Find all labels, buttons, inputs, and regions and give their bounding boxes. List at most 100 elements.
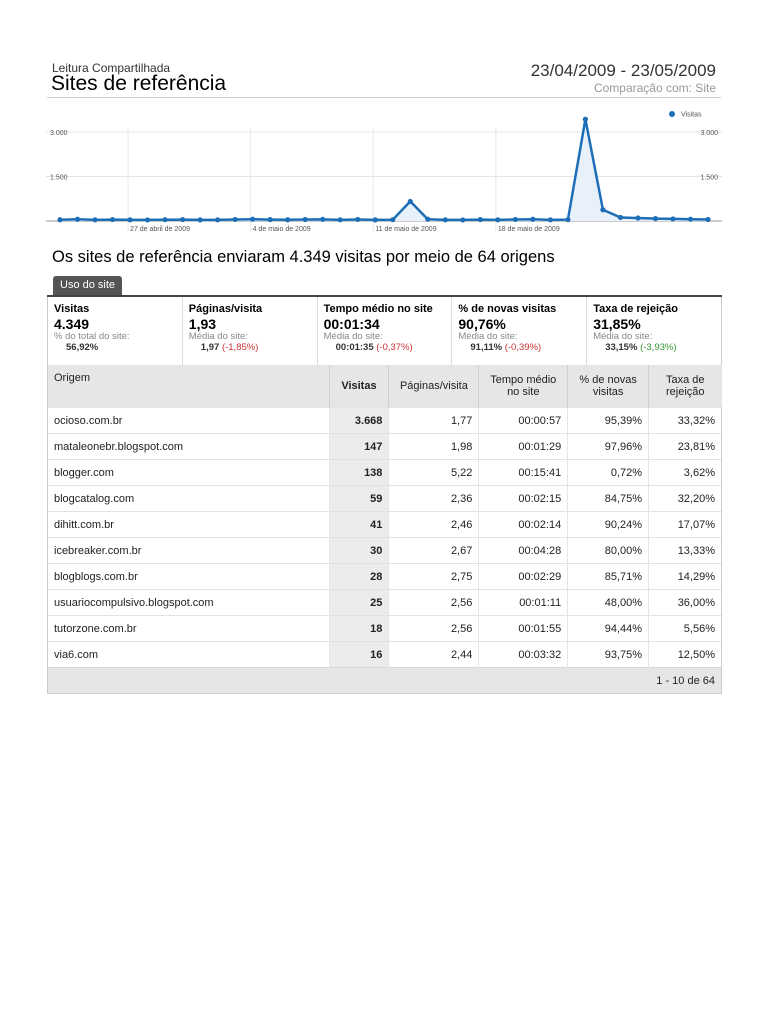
series-area xyxy=(60,119,708,221)
comparison-label: Comparação com: Site xyxy=(593,81,716,95)
data-point[interactable] xyxy=(355,216,361,223)
table-row: via6.com 16 2,44 00:03:32 93,75% 12,50% xyxy=(47,641,722,668)
column-header-visits[interactable]: Visitas xyxy=(328,365,389,408)
table-row: icebreaker.com.br 30 2,67 00:04:28 80,00… xyxy=(47,537,722,564)
column-header-pages-per-visit[interactable]: Páginas/visita xyxy=(388,365,479,408)
metric-change: (-1,85%) xyxy=(221,342,259,353)
data-point[interactable] xyxy=(582,116,589,122)
metric-value: 90,76% xyxy=(458,316,506,332)
data-point[interactable] xyxy=(285,217,291,223)
cell-source[interactable]: icebreaker.com.br xyxy=(47,537,329,564)
data-point[interactable] xyxy=(302,216,308,223)
data-point[interactable] xyxy=(320,216,326,222)
cell-new-visits: 0,72% xyxy=(567,459,649,486)
legend-label: Visitas xyxy=(681,112,702,119)
cell-source[interactable]: usuariocompulsivo.blogspot.com xyxy=(47,589,329,616)
data-point[interactable] xyxy=(215,217,221,223)
data-point[interactable] xyxy=(144,217,151,223)
metric-sub-label: Média do site: xyxy=(188,331,248,342)
data-point[interactable] xyxy=(705,216,711,223)
data-point[interactable] xyxy=(407,198,413,205)
cell-source[interactable]: ocioso.com.br xyxy=(47,407,329,434)
cell-visits: 30 xyxy=(328,537,389,564)
column-header-bounce-rate[interactable]: Taxa de rejeição xyxy=(648,365,722,408)
cell-source[interactable]: via6.com xyxy=(47,641,329,668)
report-subtitle: Leitura Compartilhada xyxy=(52,61,171,75)
data-point[interactable] xyxy=(512,216,518,223)
table-row: tutorzone.com.br 18 2,56 00:01:55 94,44%… xyxy=(47,615,722,642)
metric-bounce-rate: Taxa de rejeição 31,85% Média do site: 3… xyxy=(586,297,722,365)
cell-pages-per-visit: 1,98 xyxy=(388,433,479,460)
metric-average-value: 91,11% xyxy=(470,342,503,353)
tab-site-usage[interactable]: Uso do site xyxy=(53,276,123,295)
data-point[interactable] xyxy=(442,217,448,223)
cell-source[interactable]: mataleonebr.blogspot.com xyxy=(47,433,329,460)
data-point[interactable] xyxy=(687,216,694,222)
cell-bounce-rate: 33,32% xyxy=(648,407,722,434)
cell-new-visits: 93,75% xyxy=(567,641,649,668)
data-point[interactable] xyxy=(635,215,641,221)
data-point[interactable] xyxy=(652,216,659,222)
x-tick-label: 11 de maio de 2009 xyxy=(375,226,436,233)
data-point[interactable] xyxy=(390,217,396,223)
data-point[interactable] xyxy=(179,216,186,223)
data-point[interactable] xyxy=(267,216,273,223)
cell-source[interactable]: dihitt.com.br xyxy=(47,511,329,538)
data-point[interactable] xyxy=(372,217,378,223)
metric-change: (-0,39%) xyxy=(504,342,542,353)
cell-pages-per-visit: 5,22 xyxy=(388,459,479,486)
data-point[interactable] xyxy=(197,217,203,223)
metric-sub-label: Média do site: xyxy=(593,331,653,342)
data-point[interactable] xyxy=(425,216,431,222)
cell-visits: 3.668 xyxy=(328,407,389,434)
column-header-source[interactable]: Origem xyxy=(47,365,329,408)
data-point[interactable] xyxy=(57,217,63,223)
cell-avg-time: 00:00:57 xyxy=(478,407,568,434)
cell-avg-time: 00:01:11 xyxy=(478,589,568,616)
legend-marker xyxy=(669,111,675,117)
data-point[interactable] xyxy=(74,216,81,222)
data-point[interactable] xyxy=(477,216,483,223)
column-header-avg-time[interactable]: Tempo médio no site xyxy=(478,365,568,408)
panel-top-border xyxy=(47,295,722,297)
cell-source[interactable]: blogger.com xyxy=(47,459,329,486)
y-tick-label: 1.500 xyxy=(50,175,68,182)
cell-source[interactable]: blogblogs.com.br xyxy=(47,563,329,590)
cell-avg-time: 00:02:15 xyxy=(478,485,568,512)
cell-pages-per-visit: 1,77 xyxy=(388,407,479,434)
cell-source[interactable]: tutorzone.com.br xyxy=(47,615,329,642)
data-point[interactable] xyxy=(565,217,571,223)
data-point[interactable] xyxy=(495,217,501,223)
data-point[interactable] xyxy=(250,216,256,222)
y-tick-label: 3.000 xyxy=(50,130,68,137)
data-point[interactable] xyxy=(232,216,238,223)
metric-pages-per-visit: Páginas/visita 1,93 Média do site: 1,97 … xyxy=(181,297,317,365)
cell-source[interactable]: blogcatalog.com xyxy=(47,485,329,512)
cell-pages-per-visit: 2,75 xyxy=(388,563,479,590)
data-point[interactable] xyxy=(670,216,676,222)
metric-average: 91,11% (-0,39%) xyxy=(458,342,586,353)
data-point[interactable] xyxy=(92,217,98,223)
data-point[interactable] xyxy=(162,217,168,223)
data-point[interactable] xyxy=(337,217,343,223)
data-point[interactable] xyxy=(127,217,133,223)
data-point[interactable] xyxy=(617,214,624,221)
cell-pages-per-visit: 2,56 xyxy=(388,615,479,642)
cell-avg-time: 00:02:14 xyxy=(478,511,568,538)
cell-visits: 25 xyxy=(328,589,389,616)
data-point[interactable] xyxy=(530,216,536,222)
metric-average: 33,15% (-3,93%) xyxy=(593,342,721,353)
data-point[interactable] xyxy=(547,217,553,223)
data-point[interactable] xyxy=(109,216,116,223)
metric-label: Visitas xyxy=(54,303,90,315)
column-header-new-visits[interactable]: % de novas visitas xyxy=(567,365,649,408)
referral-sites-table: Origem Visitas Páginas/visita Tempo médi… xyxy=(47,365,722,694)
page-title: Sites de referência xyxy=(51,72,227,95)
y-tick-label: 1.500 xyxy=(700,175,718,182)
data-point[interactable] xyxy=(460,217,466,223)
cell-pages-per-visit: 2,46 xyxy=(388,511,479,538)
x-tick-label: 27 de abril de 2009 xyxy=(130,226,190,233)
cell-avg-time: 00:02:29 xyxy=(478,563,568,590)
cell-bounce-rate: 5,56% xyxy=(648,615,722,642)
data-point[interactable] xyxy=(600,207,606,213)
